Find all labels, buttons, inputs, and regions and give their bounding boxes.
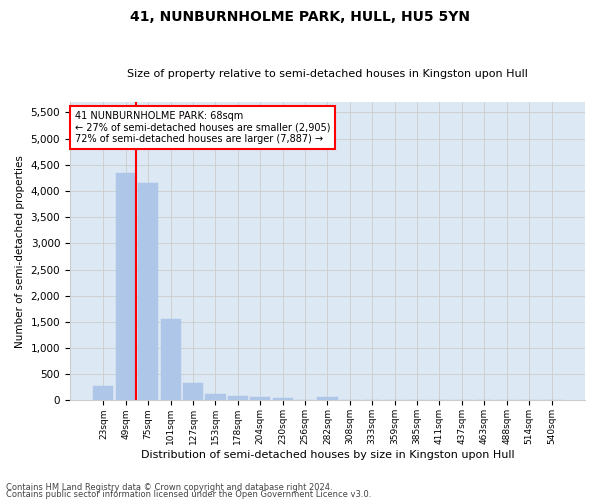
Bar — [183, 383, 203, 400]
Text: Contains public sector information licensed under the Open Government Licence v3: Contains public sector information licen… — [6, 490, 371, 499]
Bar — [161, 320, 181, 400]
Bar — [205, 394, 226, 400]
Bar — [116, 172, 136, 400]
Text: 41 NUNBURNHOLME PARK: 68sqm
← 27% of semi-detached houses are smaller (2,905)
72: 41 NUNBURNHOLME PARK: 68sqm ← 27% of sem… — [75, 111, 331, 144]
Bar — [228, 396, 248, 400]
Bar — [250, 398, 271, 400]
Title: Size of property relative to semi-detached houses in Kingston upon Hull: Size of property relative to semi-detach… — [127, 69, 528, 79]
Bar — [317, 398, 338, 400]
Bar — [138, 183, 158, 400]
X-axis label: Distribution of semi-detached houses by size in Kingston upon Hull: Distribution of semi-detached houses by … — [140, 450, 514, 460]
Y-axis label: Number of semi-detached properties: Number of semi-detached properties — [15, 155, 25, 348]
Text: Contains HM Land Registry data © Crown copyright and database right 2024.: Contains HM Land Registry data © Crown c… — [6, 484, 332, 492]
Text: 41, NUNBURNHOLME PARK, HULL, HU5 5YN: 41, NUNBURNHOLME PARK, HULL, HU5 5YN — [130, 10, 470, 24]
Bar — [94, 386, 113, 400]
Bar — [272, 398, 293, 400]
